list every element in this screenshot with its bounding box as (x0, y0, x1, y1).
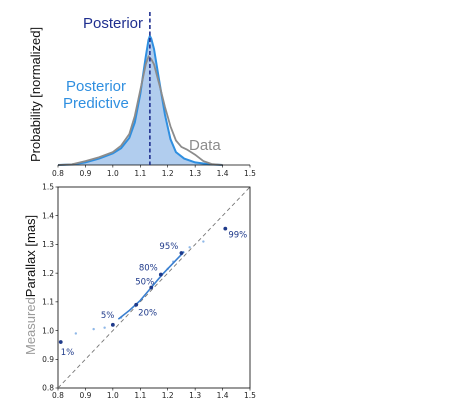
predictive-line-layer (57, 33, 223, 166)
percentile-label: 1% (61, 348, 75, 358)
parallax-x-tick-label: 1.3 (189, 391, 201, 400)
y-label-prefix: Measured (23, 297, 38, 355)
percentile-label: 50% (135, 278, 154, 288)
percentile-point (134, 302, 139, 307)
parallax-x-tick-label: 1.1 (134, 391, 146, 400)
parallax-y-tick-label: 1.0 (42, 326, 54, 335)
percentile-point (179, 251, 184, 255)
light-point (92, 327, 95, 331)
percentile-point (223, 226, 228, 231)
parallax-x-tick-label: 0.9 (79, 391, 91, 400)
parallax-x-tick-label: 1.0 (107, 391, 119, 400)
parallax-plot-frame (57, 186, 251, 389)
posterior-predictive-line (57, 33, 223, 166)
parallax-y-ticks: 0.8 0.9 1.0 1.1 1.2 1.3 1.4 1.5 (42, 183, 58, 393)
parallax-panel: 1% 5% 20% 50% 80% 95% 99% 0.8 0.9 1.0 1.1 1.2 1.3 1.… (23, 183, 256, 400)
posterior-fill-layer (58, 36, 223, 165)
density-y-axis-label: Probability [normalized] (28, 27, 43, 162)
light-point (188, 246, 191, 249)
data-label: Data (189, 137, 221, 154)
density-x-tick-label: 1.1 (134, 169, 146, 178)
parallax-y-tick-label: 1.1 (42, 298, 54, 307)
percentile-point (58, 340, 63, 344)
light-point (74, 332, 78, 335)
density-x-tick-label: 1.0 (107, 169, 119, 178)
percentile-label: 95% (159, 242, 178, 252)
one-to-one-diagonal (57, 186, 251, 389)
light-point (202, 240, 205, 243)
density-x-tick-label: 0.9 (79, 169, 91, 178)
parallax-y-axis-label: MeasuredParallax [mas] (23, 215, 38, 355)
parallax-x-ticks: 0.8 0.9 1.0 1.1 1.2 1.3 1.4 1.5 (52, 388, 256, 400)
density-x-tick-label: 1.3 (189, 169, 201, 178)
parallax-y-tick-label: 1.5 (42, 183, 54, 192)
parallax-x-tick-label: 1.2 (162, 391, 174, 400)
percentile-label: 20% (138, 309, 157, 319)
density-x-tick-label: 1.2 (162, 169, 174, 178)
parallax-x-tick-label: 0.8 (52, 391, 64, 400)
percentile-points-layer: 1% 5% 20% 50% 80% 95% 99% (58, 226, 247, 358)
percentile-label: 99% (228, 231, 247, 241)
predictive-label-line1: Posterior (66, 78, 126, 95)
light-point (103, 326, 106, 329)
parallax-y-tick-label: 1.2 (42, 269, 54, 278)
parallax-x-tick-label: 1.4 (217, 391, 229, 400)
posterior-label: Posterior (83, 15, 143, 32)
density-x-tick-label: 0.8 (52, 169, 64, 178)
percentile-label: 80% (139, 264, 158, 274)
posterior-fill-area (58, 36, 223, 165)
y-label-main: Parallax [mas] (23, 215, 38, 297)
data-distribution-line (57, 55, 223, 166)
parallax-y-tick-label: 0.8 (42, 384, 54, 393)
predictive-label-line2: Predictive (63, 95, 129, 112)
percentile-point (149, 285, 154, 290)
parallax-y-tick-label: 1.3 (42, 240, 54, 249)
percentile-point (110, 322, 115, 327)
parallax-y-tick-label: 1.4 (42, 211, 54, 220)
density-x-ticks: 0.8 0.9 1.0 1.1 1.2 1.3 1.4 1.5 (52, 165, 256, 178)
density-panel: 0.8 0.9 1.0 1.1 1.2 1.3 1.4 1.5 Posterior Poste… (28, 12, 256, 178)
percentile-point (158, 272, 163, 277)
density-x-tick-label: 1.5 (244, 169, 256, 178)
parallax-y-tick-label: 0.9 (42, 355, 54, 364)
parallax-x-tick-label: 1.5 (244, 391, 256, 400)
density-x-tick-label: 1.4 (217, 169, 229, 178)
percentile-label: 5% (101, 311, 115, 321)
